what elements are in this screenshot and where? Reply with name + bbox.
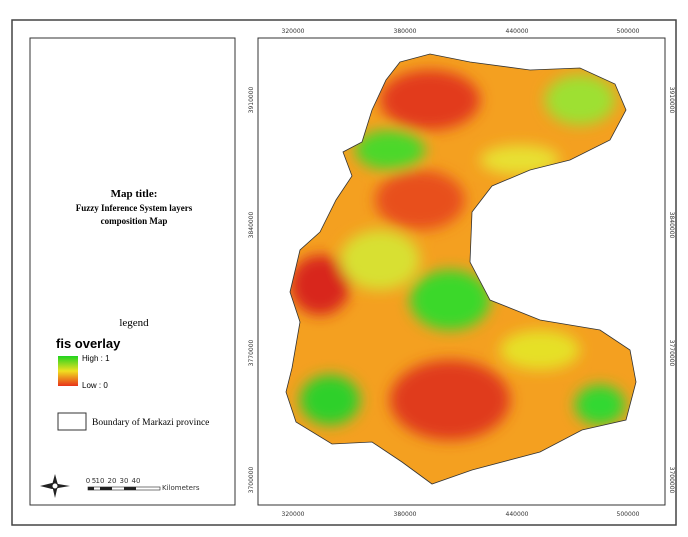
y-coord-right: 3910000 <box>668 87 675 114</box>
x-coord-top: 440000 <box>506 28 529 35</box>
x-coord-bottom: 320000 <box>282 511 305 518</box>
x-coord-bottom: 500000 <box>617 511 640 518</box>
x-coord-top: 500000 <box>617 28 640 35</box>
scale-label: 5 <box>92 477 96 485</box>
y-coord-left: 3700000 <box>248 466 255 493</box>
color-ramp <box>58 356 78 386</box>
legend-layer: fis overlay <box>56 336 121 351</box>
fis-raster <box>286 54 636 484</box>
scale-label: 20 <box>108 477 117 485</box>
scale-label: 30 <box>120 477 129 485</box>
scale-bar <box>87 486 161 491</box>
title-heading: Map title: <box>111 188 158 200</box>
scale-label: 10 <box>96 477 105 485</box>
scale-label: 0 <box>86 477 90 485</box>
legend-boundary: Boundary of Markazi province <box>92 417 209 428</box>
title-line: Fuzzy Inference System layers <box>76 203 193 213</box>
y-coord-left: 3910000 <box>248 86 255 113</box>
scale-unit: Kilometers <box>162 484 200 492</box>
legend-heading: legend <box>119 317 149 329</box>
scale-label: 40 <box>132 477 141 485</box>
boundary-swatch <box>57 412 87 431</box>
y-coord-left: 3770000 <box>248 339 255 366</box>
legend-high: High : 1 <box>82 354 110 363</box>
y-coord-right: 3840000 <box>668 212 675 239</box>
y-coord-right: 3700000 <box>668 467 675 494</box>
north-arrow <box>40 474 70 498</box>
y-coord-left: 3840000 <box>248 211 255 238</box>
outer-frame <box>11 19 677 526</box>
legend-panel <box>29 37 236 506</box>
x-coord-bottom: 380000 <box>394 511 417 518</box>
y-coord-right: 3770000 <box>668 340 675 367</box>
title-line: composition Map <box>101 216 168 226</box>
x-coord-top: 380000 <box>394 28 417 35</box>
x-coord-bottom: 440000 <box>506 511 529 518</box>
legend-low: Low : 0 <box>82 381 108 390</box>
x-coord-top: 320000 <box>282 28 305 35</box>
map-frame <box>257 37 666 506</box>
